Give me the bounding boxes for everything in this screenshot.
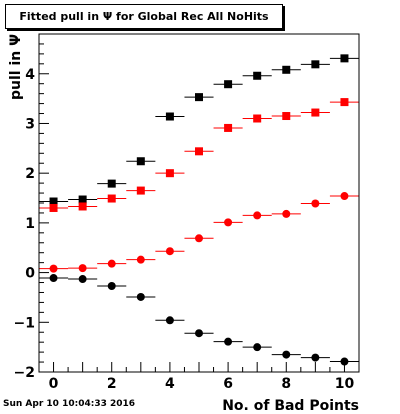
data-point <box>282 65 291 74</box>
chart-title: Fitted pull in Ψ for Global Rec All NoHi… <box>19 10 269 23</box>
data-point <box>136 186 145 195</box>
chart-title-box: Fitted pull in Ψ for Global Rec All NoHi… <box>5 4 283 29</box>
data-point <box>253 71 262 80</box>
data-point <box>340 357 349 366</box>
data-point <box>311 108 320 117</box>
data-point <box>78 275 87 284</box>
x-tick-label: 2 <box>107 376 117 392</box>
timestamp: Sun Apr 10 10:04:33 2016 <box>3 399 136 409</box>
data-point <box>78 195 87 204</box>
data-point <box>49 203 58 212</box>
series-4 <box>39 274 359 366</box>
data-point <box>49 264 58 273</box>
data-point <box>165 247 174 256</box>
x-tick-label: 0 <box>49 376 59 392</box>
chart-axes: 0 2 4 6 8 10 −2 −1 0 1 2 3 4 <box>14 33 360 392</box>
data-point <box>107 194 116 203</box>
x-tick-label: 6 <box>223 376 233 392</box>
y-tick-label: 0 <box>25 266 35 282</box>
y-tick-label: 4 <box>25 67 35 83</box>
data-point <box>195 147 203 156</box>
data-point <box>107 282 116 291</box>
series-2 <box>39 98 359 212</box>
data-point <box>253 343 262 352</box>
data-point <box>195 329 203 338</box>
data-point <box>282 112 291 121</box>
data-point <box>136 255 145 264</box>
data-point <box>340 98 349 107</box>
x-axis-label: No. of Bad Points <box>222 398 359 414</box>
y-tick-label: 2 <box>25 166 35 182</box>
data-point <box>224 218 233 227</box>
data-point <box>224 80 233 89</box>
y-tick-label: 1 <box>25 216 35 232</box>
data-point <box>107 259 116 268</box>
y-tick-label: −1 <box>14 315 35 331</box>
y-tick-label: 3 <box>25 116 35 132</box>
y-axis-label: pull in Ψ <box>8 34 24 100</box>
data-point <box>136 157 145 166</box>
data-point <box>136 292 145 301</box>
data-point <box>195 93 203 102</box>
data-point <box>340 192 349 201</box>
x-tick-label: 4 <box>165 376 175 392</box>
data-point <box>224 123 233 132</box>
data-point <box>78 202 87 211</box>
series-1 <box>39 54 359 206</box>
data-point <box>311 60 320 69</box>
x-tick-label: 10 <box>335 376 355 392</box>
chart-marks <box>39 54 359 366</box>
data-point <box>49 197 58 206</box>
x-tick-label: 8 <box>281 376 291 392</box>
data-point <box>107 179 116 188</box>
data-point <box>311 353 320 362</box>
data-point <box>282 209 291 218</box>
data-point <box>165 316 174 325</box>
data-point <box>165 169 174 178</box>
data-point <box>282 350 291 359</box>
data-point <box>311 199 320 208</box>
data-point <box>253 211 262 220</box>
data-point <box>78 264 87 273</box>
data-point <box>49 274 58 283</box>
data-point <box>224 337 233 346</box>
data-point <box>340 54 349 63</box>
data-point <box>253 114 262 123</box>
data-point <box>195 234 203 243</box>
data-point <box>165 112 174 121</box>
series-3 <box>39 192 359 273</box>
y-tick-label: −2 <box>14 365 35 381</box>
